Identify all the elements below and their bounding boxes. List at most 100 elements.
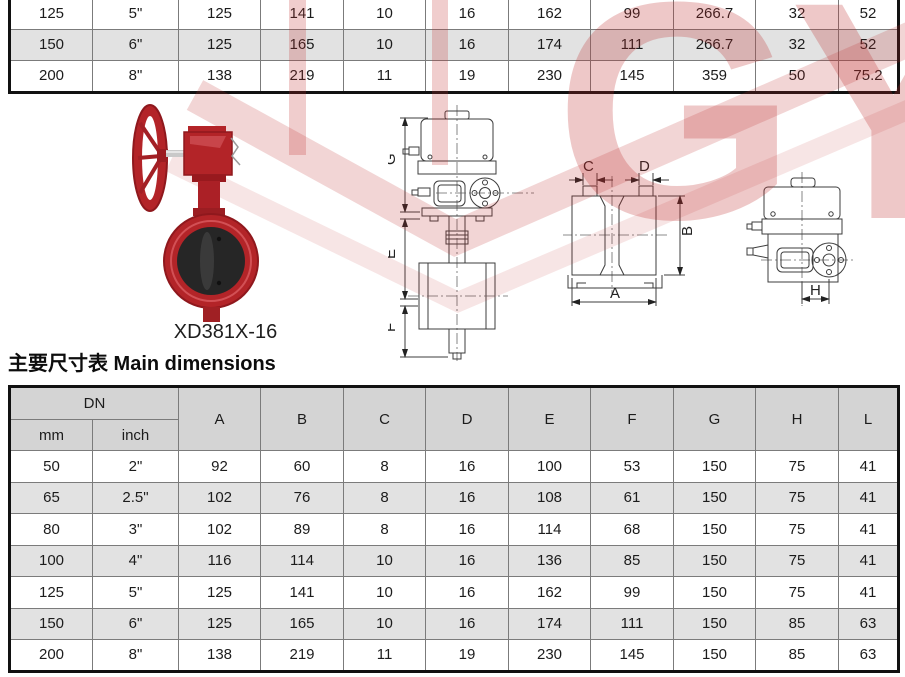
- table-row: 150 6" 125 165 10 16 174 111 266.7 32 52: [9, 28, 899, 61]
- dim-label: F: [388, 323, 399, 332]
- output-flange: [811, 242, 847, 278]
- table-cell: 125: [178, 576, 262, 609]
- table-cell: 165: [260, 28, 344, 61]
- table-cell: 41: [838, 513, 900, 546]
- table-cell: 50: [755, 60, 839, 93]
- table-cell: 114: [508, 513, 592, 546]
- knob-tip: [746, 247, 754, 256]
- table-cell: 41: [838, 576, 900, 609]
- table-cell: 8: [343, 481, 427, 514]
- table-cell: 16: [425, 450, 510, 483]
- worm-shaft: [166, 150, 198, 157]
- table-cell: 150: [673, 607, 757, 640]
- terminal-box-inner: [780, 251, 810, 269]
- col-header-dn: DN: [8, 386, 180, 420]
- table-cell: 145: [590, 60, 674, 93]
- table-cell: 8": [92, 60, 179, 93]
- table-cell: 200: [9, 60, 93, 93]
- table-cell: 125: [178, 0, 261, 30]
- table-cell: 75: [755, 481, 840, 514]
- wire: [230, 137, 241, 166]
- table-row: 200 8" 138 219 11 19 230 145 150 85 63: [9, 639, 900, 672]
- table-cell: 266.7: [673, 28, 756, 61]
- dim-label: A: [610, 285, 620, 302]
- table-cell: 41: [838, 450, 900, 483]
- table-cell: 6": [92, 28, 179, 61]
- table-cell: 68: [590, 513, 675, 546]
- col-header-E: E: [508, 386, 592, 451]
- table-cell: 174: [508, 28, 591, 61]
- bottom-cap: [452, 352, 462, 360]
- table-row: 65 2.5" 102 76 8 16 108 61 150 75 41: [9, 481, 900, 514]
- table-cell: 75: [755, 576, 840, 609]
- col-header-inch: inch: [91, 419, 180, 451]
- table-cell: 136: [508, 544, 592, 577]
- table-cell: 138: [178, 639, 262, 672]
- dim-label: G: [388, 153, 399, 165]
- col-header-A: A: [178, 386, 262, 451]
- terminal-box: [433, 180, 466, 207]
- table-cell: 125: [178, 607, 262, 640]
- conduit-tip: [411, 189, 419, 196]
- table-cell: 19: [425, 60, 509, 93]
- col-header-F: F: [590, 386, 675, 451]
- flange-hole: [826, 245, 832, 251]
- table-cell: 359: [673, 60, 756, 93]
- table-cell: 150: [673, 513, 757, 546]
- terminal-box-inner: [437, 184, 462, 203]
- table-cell: 32: [755, 0, 839, 30]
- conduit-nut: [408, 146, 420, 156]
- side-knob: [752, 244, 769, 259]
- flange-hole: [826, 269, 832, 275]
- table-cell: 125: [178, 28, 261, 61]
- col-header-mm: mm: [9, 419, 93, 451]
- main-table-body: 50 2" 92 60 8 16 100 53 150 75 41 65 2.5" 102 76 8 16 108…: [9, 450, 900, 672]
- dim-label: H: [810, 282, 821, 299]
- table-cell: 75: [755, 544, 840, 577]
- flange-hole: [482, 200, 488, 207]
- table-cell: 266.7: [673, 0, 756, 30]
- table-cell: 200: [9, 639, 93, 672]
- table-cell: 100: [508, 450, 592, 483]
- table-row: 50 2" 92 60 8 16 100 53 150 75 41: [9, 450, 900, 483]
- flange-hole: [838, 257, 844, 263]
- table-cell: 16: [425, 607, 510, 640]
- table-cell: 52: [838, 28, 899, 61]
- table-cell: 150: [673, 450, 757, 483]
- table-cell: 114: [260, 544, 345, 577]
- terminal-box: [776, 247, 814, 273]
- table-cell: 16: [425, 576, 510, 609]
- top-dimensions-table: 125 5" 125 141 10 16 162 99 266.7 32 52 150 6" 125 165…: [8, 0, 900, 94]
- front-view-drawing: G E F: [388, 105, 534, 361]
- table-cell: 61: [590, 481, 675, 514]
- table-cell: 219: [260, 639, 345, 672]
- table-cell: 162: [508, 576, 592, 609]
- main-table-header: DN A B C D E F G H L mm inch: [8, 386, 900, 451]
- bolt: [475, 215, 485, 222]
- table-cell: 141: [260, 576, 345, 609]
- table-row: 200 8" 138 219 11 19 230 145 359 50 75.2: [9, 60, 899, 93]
- table-cell: 41: [838, 481, 900, 514]
- butterfly-valve-photo: [132, 104, 259, 322]
- table-cell: 230: [508, 639, 592, 672]
- bolt: [427, 154, 433, 160]
- actuator-base: [417, 160, 497, 175]
- conduit-tip: [402, 148, 410, 155]
- gland: [445, 230, 469, 245]
- wheel-spoke: [138, 156, 163, 195]
- table-cell: 8: [343, 450, 427, 483]
- table-cell: 2": [91, 450, 180, 483]
- flange-hole: [482, 179, 488, 186]
- wheel-spoke: [138, 121, 163, 156]
- top-table-body: 125 5" 125 141 10 16 162 99 266.7 32 52 150 6" 125 165…: [9, 0, 899, 93]
- table-cell: 230: [508, 60, 591, 93]
- table-cell: 141: [260, 0, 344, 30]
- table-cell: 116: [178, 544, 262, 577]
- table-cell: 150: [673, 544, 757, 577]
- table-cell: 102: [178, 481, 262, 514]
- bottom-stub: [203, 307, 220, 322]
- table-cell: 16: [425, 544, 510, 577]
- disc-bolt: [216, 280, 222, 286]
- table-cell: 100: [9, 544, 93, 577]
